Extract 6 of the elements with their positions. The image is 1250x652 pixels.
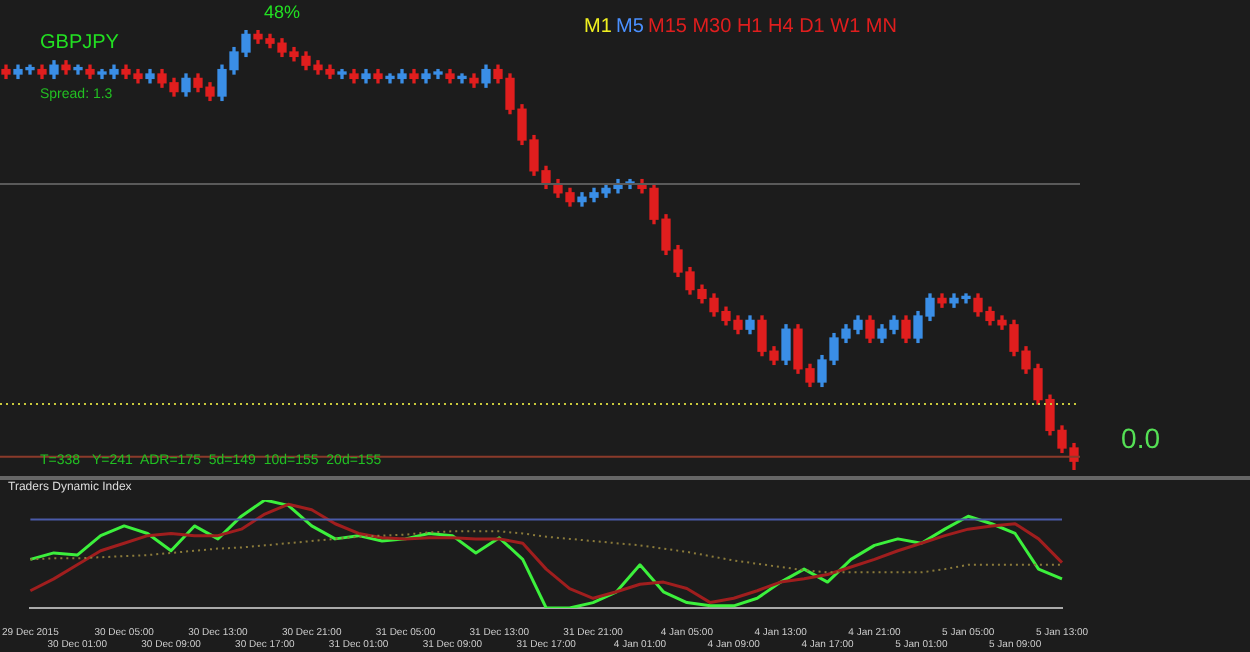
- annotation: GBPJPY: [40, 32, 119, 54]
- text: 0.0: [1121, 422, 1160, 454]
- annotation: M15 M30 H1 H4 D1 W1 MN: [648, 16, 897, 38]
- annotation: M5: [616, 16, 644, 38]
- annotation: M1: [584, 16, 612, 38]
- text: 48%: [264, 2, 301, 22]
